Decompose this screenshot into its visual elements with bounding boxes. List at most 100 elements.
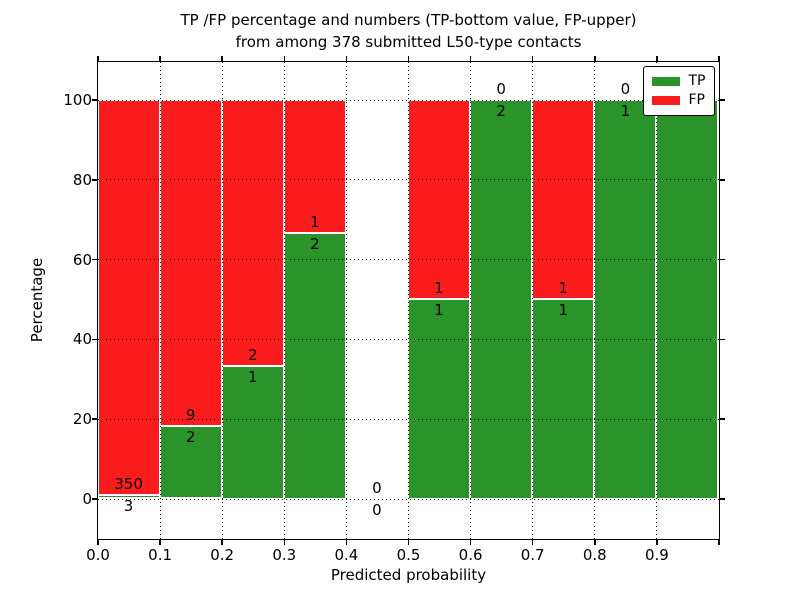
- x-tick-mark: [345, 539, 348, 545]
- value-label-fp: 9: [185, 405, 196, 424]
- plot-area: 3503922112001102110101 TP FP: [96, 60, 720, 540]
- y-tick-mark: [92, 498, 98, 500]
- value-label-fp: 1: [434, 279, 444, 297]
- x-gridline: [594, 61, 596, 539]
- y-tick-label: 40: [72, 330, 92, 349]
- y-tick-mark: [92, 338, 98, 341]
- bar-segment-fp: [283, 99, 346, 233]
- x-tick-label: 0.0: [86, 546, 110, 564]
- value-label-fp: 1: [310, 212, 320, 231]
- y-tick-label: 0: [82, 490, 92, 508]
- bar-segment-tp: [97, 495, 160, 499]
- x-gridline: [283, 61, 285, 539]
- x-tick-mark: [531, 56, 534, 62]
- legend-fp-swatch-icon: [651, 95, 680, 105]
- bar-segment-tp: [283, 232, 346, 499]
- x-axis-label: Predicted probability: [330, 566, 487, 584]
- y-tick-mark: [92, 99, 98, 101]
- y-tick-mark: [92, 258, 98, 261]
- y-tick-mark: [719, 338, 725, 341]
- legend-tp-swatch-icon: [651, 76, 680, 86]
- bar-segment-tp: [656, 99, 719, 499]
- x-tick-mark: [531, 539, 534, 545]
- legend-item-fp: FP: [651, 91, 706, 110]
- y-tick-label: 100: [63, 91, 92, 109]
- x-gridline: [221, 61, 223, 539]
- x-tick-label: 0.7: [520, 546, 545, 564]
- y-tick-mark: [719, 498, 725, 500]
- bar-segment-fp: [97, 99, 160, 496]
- grid-layer: [97, 61, 719, 539]
- x-tick-mark: [97, 56, 99, 62]
- bar-segment-tp: [221, 365, 284, 499]
- x-tick-mark: [407, 539, 410, 545]
- x-tick-mark: [469, 56, 472, 62]
- bar-segment-fp: [159, 99, 222, 426]
- bar-segment-tp: [408, 299, 471, 499]
- bar-segment-tp: [594, 99, 657, 499]
- x-tick-mark: [345, 56, 348, 62]
- x-gridline: [408, 61, 409, 539]
- x-tick-mark: [594, 56, 596, 62]
- y-tick-label: 80: [72, 170, 92, 189]
- value-label-fp: 0: [372, 478, 382, 497]
- x-tick-label: 0.1: [148, 546, 173, 564]
- value-label-fp: 0: [620, 79, 631, 98]
- x-tick-label: 0.3: [272, 546, 297, 564]
- bars-layer: [97, 62, 719, 539]
- x-tick-mark: [159, 56, 161, 62]
- y-tick-mark: [719, 179, 725, 181]
- value-label-tp: 0: [372, 500, 382, 519]
- x-tick-mark: [283, 56, 286, 62]
- y-tick-label: 60: [72, 250, 92, 269]
- x-tick-mark: [221, 539, 223, 545]
- x-tick-label: 0.4: [334, 546, 359, 564]
- chart-title: TP /FP percentage and numbers (TP-bottom…: [98, 9, 719, 53]
- value-label-fp: 1: [558, 279, 569, 297]
- x-tick-mark: [97, 539, 99, 545]
- x-tick-mark: [594, 539, 596, 545]
- y-tick-mark: [719, 99, 725, 101]
- x-gridline: [159, 61, 161, 539]
- value-label-tp: 2: [310, 234, 320, 253]
- x-tick-label: 0.5: [396, 546, 421, 564]
- y-tick-mark: [719, 258, 725, 261]
- y-tick-mark: [92, 418, 98, 420]
- value-label-tp: 2: [496, 101, 506, 120]
- y-tick-mark: [92, 179, 98, 181]
- value-label-tp: 1: [434, 301, 444, 319]
- legend-tp-label: TP: [688, 73, 706, 89]
- x-tick-label: 0.8: [582, 546, 607, 564]
- y-tick-label: 20: [72, 410, 92, 429]
- x-gridline: [656, 61, 658, 539]
- legend-item-tp: TP: [651, 72, 706, 91]
- value-label-fp: 2: [247, 345, 258, 364]
- x-tick-label: 0.6: [458, 546, 483, 564]
- x-tick-mark: [469, 539, 472, 545]
- x-tick-mark: [718, 56, 720, 62]
- value-label-tp: 3: [123, 497, 134, 516]
- y-tick-mark: [719, 418, 725, 420]
- x-tick-label: 0.9: [644, 546, 669, 564]
- x-gridline: [345, 61, 347, 539]
- value-label-tp: 1: [247, 367, 258, 386]
- value-label-tp: 1: [558, 301, 569, 319]
- x-tick-mark: [221, 56, 223, 62]
- chart-title-line1: TP /FP percentage and numbers (TP-bottom…: [180, 11, 637, 29]
- x-gridline: [532, 61, 534, 539]
- y-axis-label: Percentage: [28, 257, 46, 343]
- x-tick-mark: [656, 56, 658, 62]
- x-tick-mark: [718, 539, 720, 545]
- x-tick-mark: [283, 539, 286, 545]
- value-label-tp: 1: [620, 101, 631, 120]
- x-tick-mark: [656, 539, 658, 545]
- x-tick-mark: [159, 539, 161, 545]
- bar-segment-tp: [532, 299, 595, 499]
- legend-fp-label: FP: [688, 92, 706, 108]
- chart-title-line2: from among 378 submitted L50-type contac…: [235, 33, 582, 51]
- x-tick-mark: [407, 56, 410, 62]
- x-gridline: [470, 61, 472, 539]
- bar-segment-fp: [408, 99, 471, 299]
- x-tick-label: 0.2: [210, 546, 235, 564]
